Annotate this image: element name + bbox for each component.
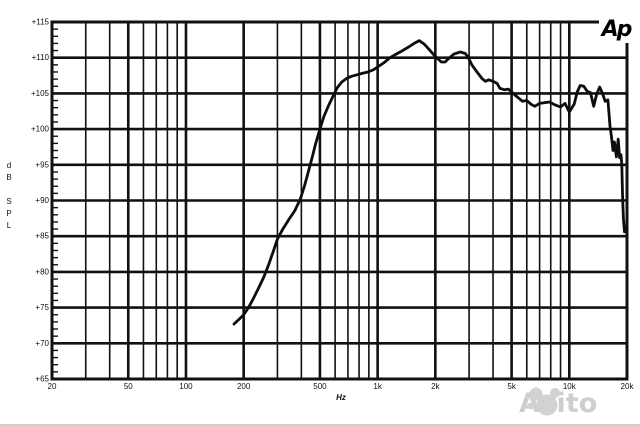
x-tick-label: 2k <box>431 382 440 391</box>
y-tick-label: +75 <box>35 303 49 312</box>
plot-frame <box>50 20 629 381</box>
y-tick-label: +110 <box>32 53 50 62</box>
avito-watermark: Avito <box>519 383 597 423</box>
y-tick-label: +70 <box>35 339 49 348</box>
curve-frequency-response-dB-SPL <box>232 39 627 326</box>
x-tick-label: 200 <box>237 382 251 391</box>
x-tick-label: 50 <box>124 382 133 391</box>
x-tick-label: 1k <box>373 382 382 391</box>
response-curve <box>232 39 627 326</box>
audio-precision-logo: Ap <box>599 15 633 43</box>
x-tick-label: 500 <box>313 382 327 391</box>
y-axis-title-letter: S <box>6 197 11 206</box>
y-axis-title-letter: L <box>7 221 12 230</box>
x-tick-label: 20k <box>621 382 635 391</box>
y-tick-label: +85 <box>35 232 49 241</box>
x-tick-label: 20 <box>48 382 57 391</box>
x-tick-label: 100 <box>179 382 193 391</box>
avito-circles-icon <box>527 387 560 416</box>
scan-artifact-edge <box>0 424 640 426</box>
y-tick-label: +95 <box>35 160 49 169</box>
x-tick-label: 10k <box>563 382 577 391</box>
y-axis-title-letter: B <box>6 173 11 182</box>
y-tick-label: +115 <box>32 18 50 27</box>
y-axis-title-letter: d <box>7 161 11 170</box>
y-tick-label: +80 <box>35 267 49 276</box>
y-tick-label: +90 <box>35 196 49 205</box>
y-tick-label: +100 <box>31 125 50 134</box>
x-axis-title: Hz <box>336 393 346 402</box>
x-tick-label: 5k <box>507 382 516 391</box>
y-tick-label: +65 <box>35 375 49 384</box>
y-axis-title-letter: P <box>6 209 11 218</box>
y-tick-label: +105 <box>31 89 50 98</box>
major-gridlines <box>52 22 627 379</box>
